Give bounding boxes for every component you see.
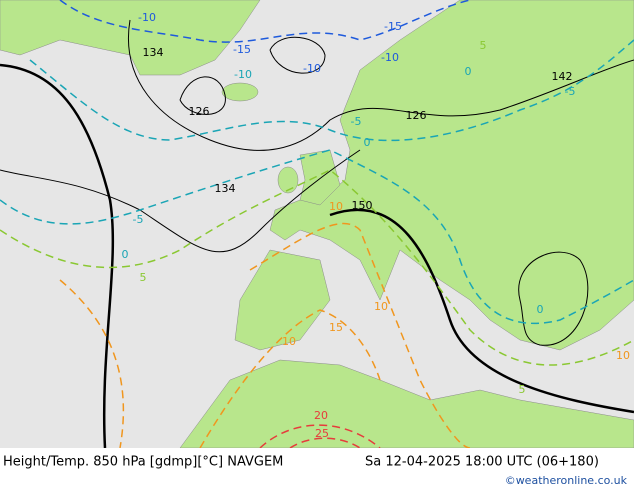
footer-bar [0,448,634,490]
contour-label: -5 [565,85,576,98]
contour-label: -10 [381,51,399,64]
contour-label: 10 [616,349,630,362]
contour-label: 142 [552,70,573,83]
footer-credit: ©weatheronline.co.uk [505,474,628,487]
contour-labels: -10 -15 -15 134 -10 -10 -10 126 126 142 … [122,11,631,440]
contour-label: -10 [303,62,321,75]
contour-label: 5 [140,271,147,284]
contours [0,0,634,449]
contour-label: 10 [329,200,343,213]
contour-label: -10 [138,11,156,24]
contour-label: 0 [364,136,371,149]
footer-time: Sa 12-04-2025 18:00 UTC (06+180) [365,455,599,470]
contour-label: 150 [352,199,373,212]
contour-label: 0 [122,248,129,261]
contour-label: -15 [384,20,402,33]
contour-label: -5 [351,115,362,128]
contour-label: 5 [480,39,487,52]
contour-label: 10 [374,300,388,313]
contour-label: 126 [189,105,210,118]
contour-label: 5 [519,383,526,396]
contour-label: 134 [143,46,164,59]
contour-label: -10 [234,68,252,81]
land [0,0,634,449]
contour-label: 10 [282,335,296,348]
contour-label: 15 [329,321,343,334]
contour-label: 20 [314,409,328,422]
contour-label: 25 [315,427,329,440]
contour-label: 126 [406,109,427,122]
contour-label: 0 [537,303,544,316]
contour-label: 0 [465,65,472,78]
contour-label: 134 [215,182,236,195]
footer-title: Height/Temp. 850 hPa [gdmp][°C] NAVGEM [3,455,283,470]
contour-label: -15 [233,43,251,56]
contour-label: -5 [133,213,144,226]
